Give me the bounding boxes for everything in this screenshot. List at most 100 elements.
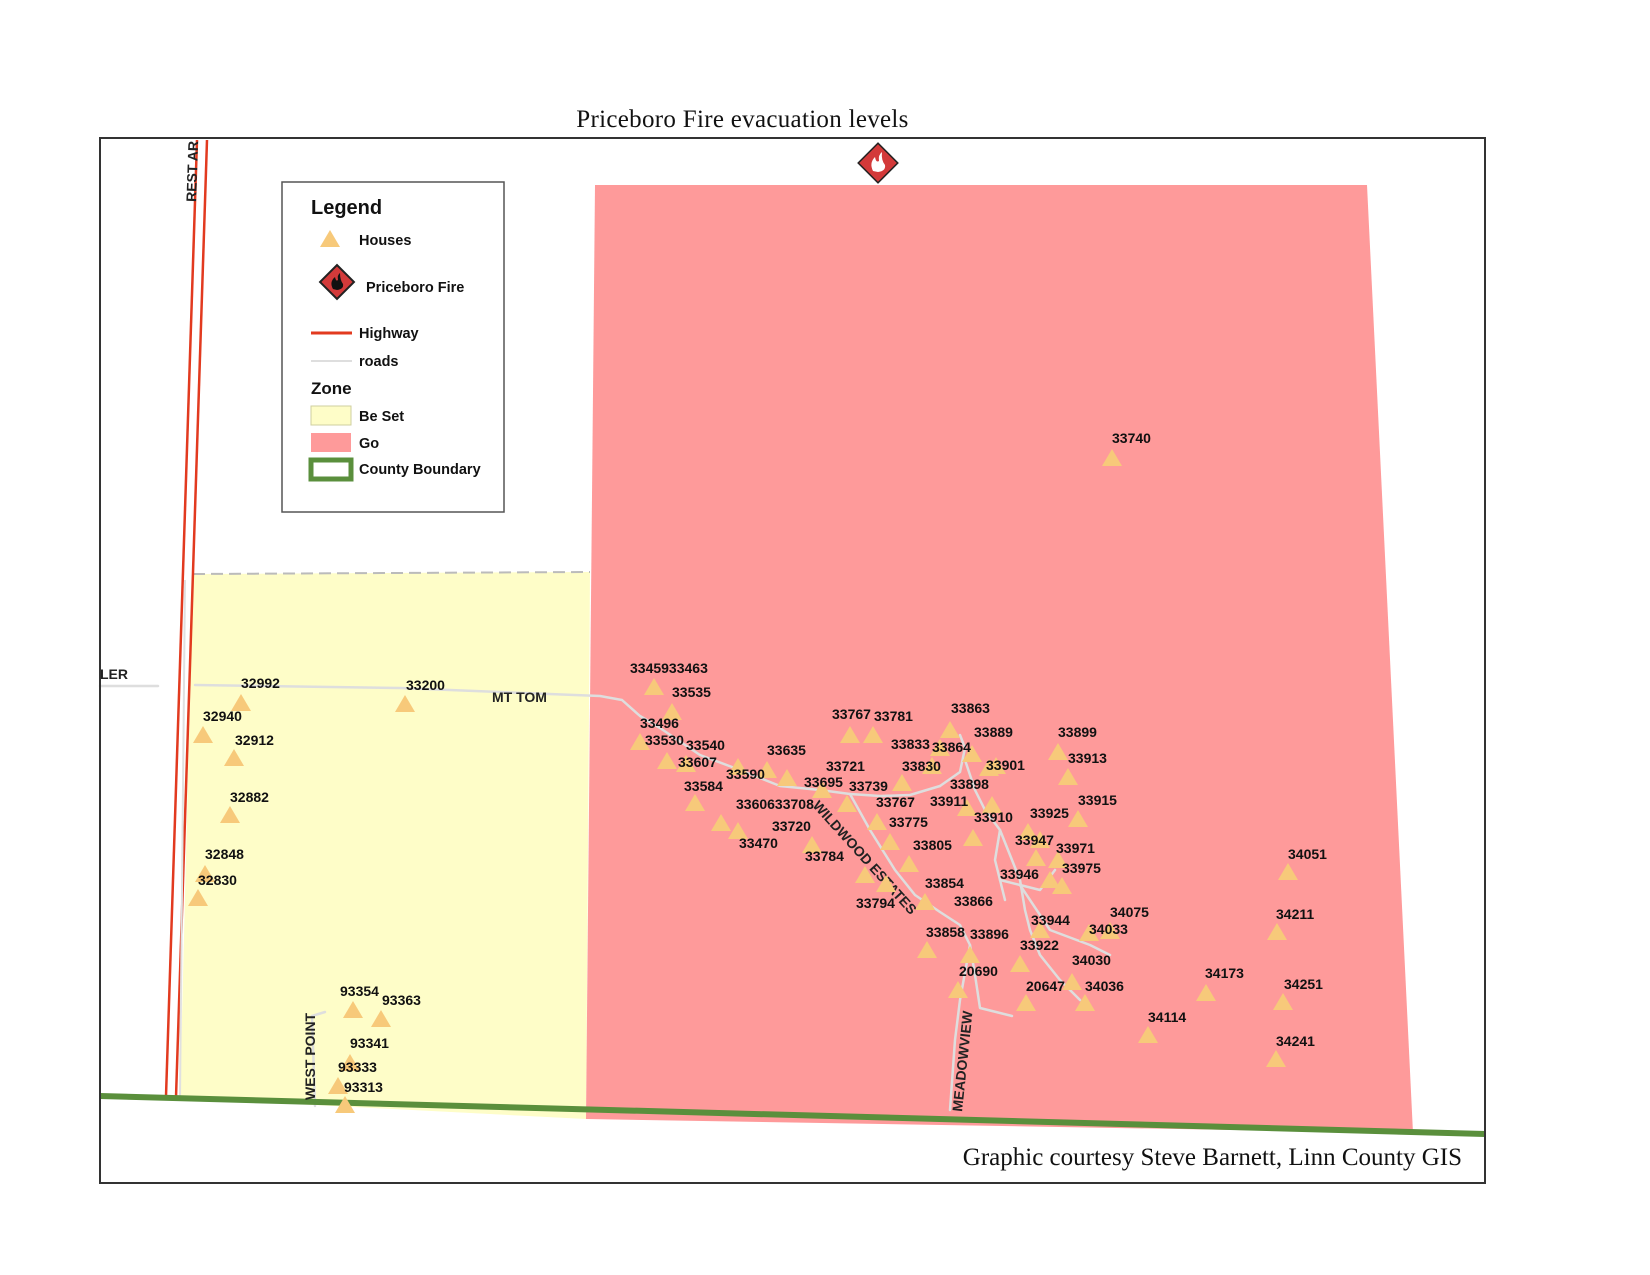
house-label: 33899 <box>1058 724 1097 740</box>
house-marker <box>982 796 1002 813</box>
highway-line <box>164 139 209 1099</box>
house-marker <box>963 829 983 846</box>
house-label: 32912 <box>235 732 274 748</box>
go-zone <box>586 185 1413 1133</box>
house-label: 33925 <box>1030 805 1069 821</box>
house-marker <box>343 1001 363 1018</box>
house-marker <box>1079 924 1099 941</box>
legend-heading: Legend <box>311 197 382 219</box>
legend-fire-label: Priceboro Fire <box>366 280 464 296</box>
house-label: 33854 <box>925 875 964 891</box>
house-label: 33540 <box>686 737 725 753</box>
house-label: 32848 <box>205 846 244 862</box>
house-marker <box>948 981 968 998</box>
house-marker <box>657 752 677 769</box>
house-label: 3345933463 <box>630 660 708 676</box>
house-label: 93313 <box>344 1079 383 1095</box>
house-label: 32940 <box>203 708 242 724</box>
house-marker <box>777 769 797 786</box>
house-label: 33739 <box>849 778 888 794</box>
house-label: 33901 <box>986 757 1025 773</box>
house-marker <box>395 695 415 712</box>
house-label: 34251 <box>1284 976 1323 992</box>
road-label-mt-tom: MT TOM <box>492 689 547 705</box>
house-marker <box>960 946 980 963</box>
legend: Legend Houses Priceboro Fire Highway roa… <box>281 181 505 513</box>
legend-county-label: County Boundary <box>359 462 481 478</box>
house-marker <box>880 833 900 850</box>
county-boundary <box>99 1093 1486 1137</box>
house-label: 33866 <box>954 893 993 909</box>
house-label: 93333 <box>338 1059 377 1075</box>
house-label: 33200 <box>406 677 445 693</box>
house-label: 33971 <box>1056 840 1095 856</box>
house-marker <box>915 893 935 910</box>
house-label: 33889 <box>974 724 1013 740</box>
house-marker <box>892 774 912 791</box>
house-marker <box>876 875 896 892</box>
house-label: 33858 <box>926 924 965 940</box>
road-network <box>98 683 1112 1112</box>
house-label: 34051 <box>1288 846 1327 862</box>
house-label: 33947 <box>1015 832 1054 848</box>
house-marker <box>328 1077 348 1094</box>
house-marker <box>728 758 748 775</box>
house-marker <box>1266 1050 1286 1067</box>
house-label: 93354 <box>340 983 379 999</box>
house-marker <box>1273 993 1293 1010</box>
house-label: 20690 <box>959 963 998 979</box>
house-label: 33805 <box>913 837 952 853</box>
house-marker <box>662 703 682 720</box>
house-marker <box>1278 863 1298 880</box>
house-label: 33535 <box>672 684 711 700</box>
house-marker <box>837 795 857 812</box>
house-label: 33864 <box>932 739 971 755</box>
house-marker <box>1052 877 1072 894</box>
house-label: 32882 <box>230 789 269 805</box>
house-marker <box>802 836 822 853</box>
house-label: 93363 <box>382 992 421 1008</box>
legend-county-swatch <box>308 457 354 482</box>
house-label: 33775 <box>889 814 928 830</box>
legend-beset-label: Be Set <box>359 409 404 425</box>
house-marker <box>1030 831 1050 848</box>
house-marker <box>224 749 244 766</box>
house-marker <box>986 757 1006 774</box>
house-label: 34211 <box>1276 906 1314 922</box>
house-label: 32992 <box>241 675 280 691</box>
house-label: 33767 <box>876 794 915 810</box>
house-label: 34173 <box>1205 965 1244 981</box>
house-marker <box>899 855 919 872</box>
house-label: 33794 <box>856 895 895 911</box>
house-label: 33944 <box>1031 912 1070 928</box>
house-label: 33913 <box>1068 750 1107 766</box>
legend-go-swatch <box>311 433 351 452</box>
house-label: 93341 <box>350 1035 389 1051</box>
house-marker <box>335 1096 355 1113</box>
house-label: 34241 <box>1276 1033 1315 1049</box>
house-label: 33530 <box>645 732 684 748</box>
house-marker <box>757 761 777 778</box>
house-marker <box>855 866 875 883</box>
legend-houses-label: Houses <box>359 233 411 249</box>
house-marker <box>728 822 748 839</box>
house-label: 34114 <box>1148 1009 1186 1025</box>
legend-roads-label: roads <box>359 354 399 370</box>
house-marker <box>1100 922 1120 939</box>
map-title: Priceboro Fire evacuation levels <box>576 106 909 133</box>
credit-text: Graphic courtesy Steve Barnett, Linn Cou… <box>963 1144 1462 1171</box>
road-label-ler: LER <box>100 666 128 682</box>
house-marker <box>644 678 664 695</box>
legend-zone-heading: Zone <box>311 379 352 398</box>
house-marker <box>867 813 887 830</box>
house-marker <box>1048 743 1068 760</box>
house-marker <box>340 1054 360 1071</box>
house-label: 33833 <box>891 736 930 752</box>
house-marker <box>1267 923 1287 940</box>
house-marker <box>1058 768 1078 785</box>
fire-icon <box>857 142 899 184</box>
house-marker <box>1062 973 1082 990</box>
house-label: 33721 <box>826 758 865 774</box>
legend-highway-label: Highway <box>359 326 419 342</box>
house-marker <box>812 781 832 798</box>
